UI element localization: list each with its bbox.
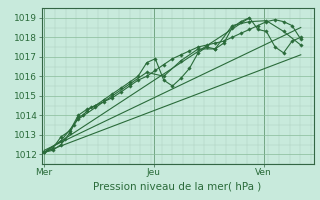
X-axis label: Pression niveau de la mer( hPa ): Pression niveau de la mer( hPa ) — [93, 181, 262, 191]
